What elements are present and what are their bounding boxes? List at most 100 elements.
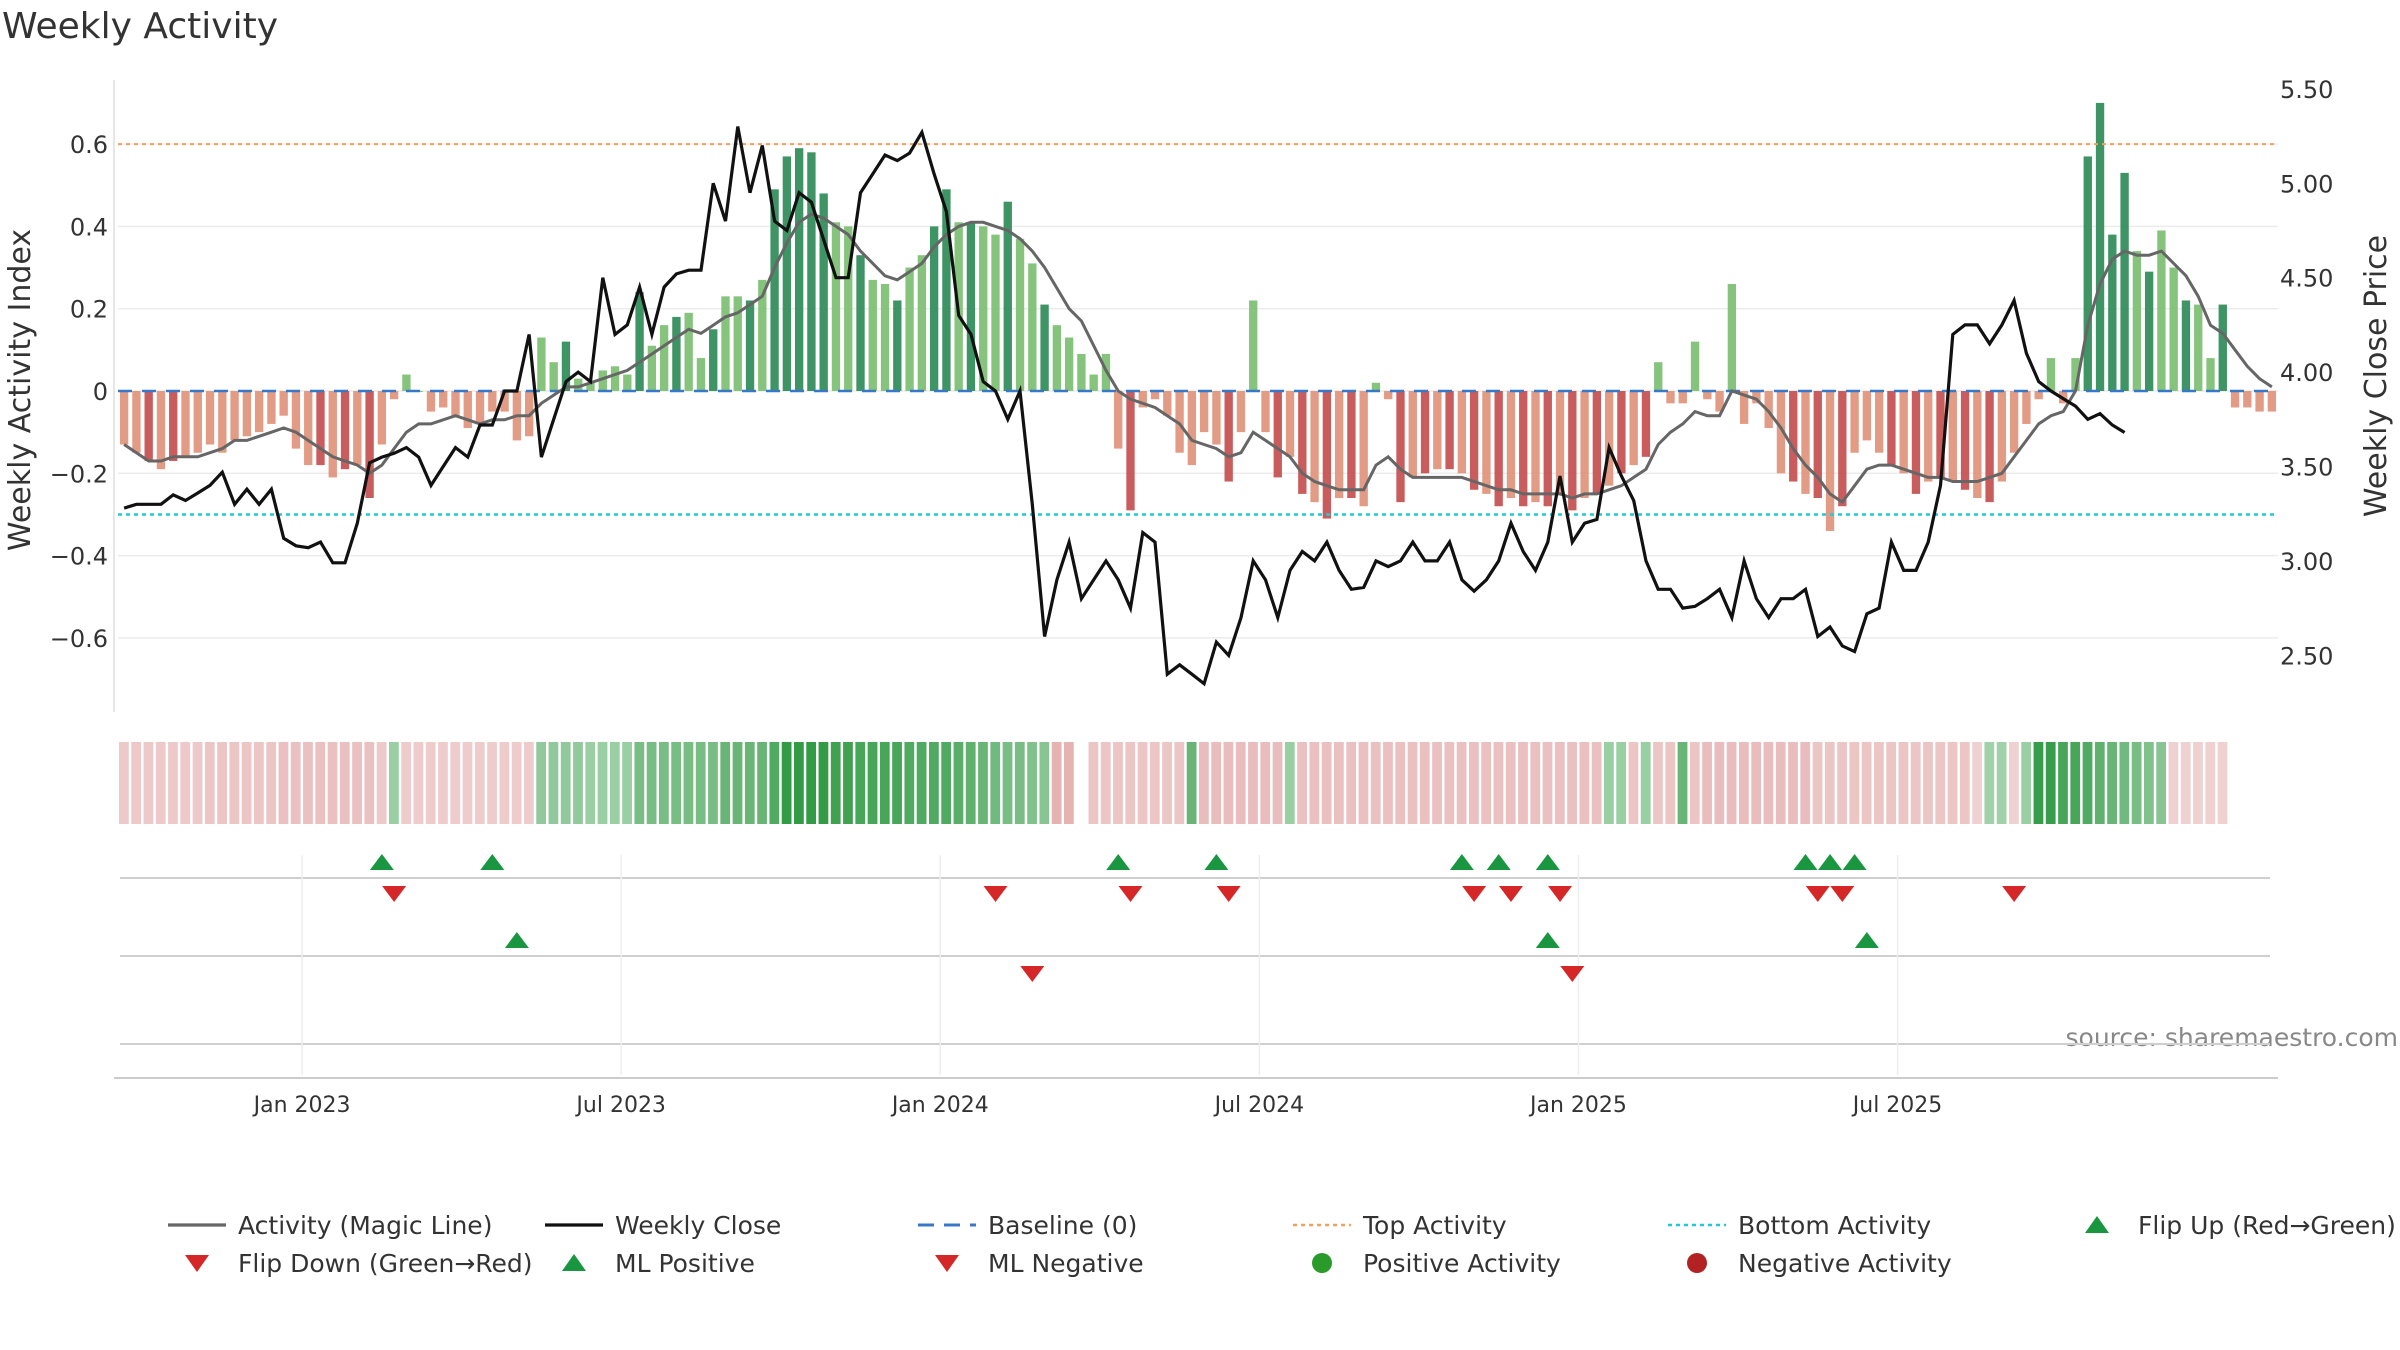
activity-bar (819, 193, 828, 391)
strip-cell (1812, 742, 1823, 824)
activity-bar (794, 148, 804, 391)
activity-bar (242, 391, 252, 437)
flip-down-marker (2002, 886, 2027, 902)
strip-cell (462, 742, 473, 824)
strip-cell (1775, 742, 1786, 824)
activity-bar (1911, 391, 1921, 494)
strip-cell (1886, 742, 1897, 824)
activity-bar (1126, 391, 1135, 511)
strip-cell (339, 742, 350, 824)
activity-bar (2194, 304, 2203, 391)
strip-cell (2058, 742, 2068, 824)
strip-cell (1211, 742, 1222, 824)
flip-up-marker (1204, 854, 1229, 870)
activity-bar (2255, 391, 2264, 412)
strip-cell (204, 742, 215, 824)
y-axis-label: Weekly Activity Index (3, 229, 38, 551)
strip-cell (659, 742, 669, 824)
strip-cell (1628, 742, 1639, 824)
flip-down-marker (1805, 886, 1830, 902)
strip-cell (2156, 742, 2167, 824)
strip-cell (1002, 742, 1013, 824)
activity-color-strip (119, 742, 2228, 824)
activity-bar (1985, 391, 1994, 503)
activity-bar (684, 312, 693, 391)
strip-cell (376, 742, 387, 824)
strip-cell (1874, 742, 1884, 824)
axes: 0.6 0.4 0.2 0 −0.2 −0.4 −0.6 5.50 5.00 4.50 4.00 3.… (50, 76, 2333, 712)
strip-cell (2217, 742, 2228, 824)
strip-cell (217, 742, 227, 824)
activity-bar (917, 255, 927, 391)
strip-cell (2021, 742, 2032, 824)
strip-cell (2131, 742, 2142, 824)
legend-label: Flip Down (Green→Red) (238, 1249, 533, 1278)
activity-bar (1862, 391, 1872, 441)
activity-bar (1199, 391, 1209, 433)
strip-cell (1751, 742, 1762, 824)
strip-cell (855, 742, 866, 824)
activity-bar (709, 329, 718, 391)
strip-cell (609, 742, 620, 824)
strip-cell (1444, 742, 1455, 824)
strip-cell (1149, 742, 1160, 824)
activity-bar (1789, 391, 1798, 482)
strip-cell (1505, 742, 1516, 824)
activity-bar (1690, 341, 1700, 391)
strip-cell (352, 742, 362, 824)
activity-bar (598, 370, 607, 391)
legend-swatch (562, 1254, 586, 1271)
flip-up-marker (1486, 854, 1511, 870)
strip-cell (879, 742, 890, 824)
strip-cell (732, 742, 743, 824)
strip-cell (1051, 742, 1062, 824)
strip-cell (2180, 742, 2191, 824)
strip-cell (622, 742, 632, 824)
strip-cell (1935, 742, 1946, 824)
strip-cell (1677, 742, 1688, 824)
strip-cell (1739, 742, 1749, 824)
activity-bar (1212, 391, 1221, 445)
strip-cell (1088, 742, 1099, 824)
strip-cell (1113, 742, 1123, 824)
activity-bars (119, 102, 2277, 531)
activity-bar (1506, 391, 1516, 498)
activity-bar (2071, 358, 2080, 391)
activity-bar (1887, 391, 1896, 466)
strip-cell (2144, 742, 2154, 824)
strip-cell (1407, 742, 1418, 824)
strip-cell (1199, 742, 1209, 824)
strip-cell (1309, 742, 1320, 824)
flip-down-marker (1118, 886, 1143, 902)
activity-bar (1310, 391, 1319, 503)
activity-bar (1347, 391, 1356, 498)
y2-tick-label: 5.50 (2280, 76, 2333, 104)
activity-bar (635, 292, 644, 391)
strip-cell (990, 742, 1001, 824)
activity-bar (1371, 382, 1381, 391)
series-lines (123, 126, 2273, 687)
strip-cell (131, 742, 142, 824)
activity-bar (745, 300, 755, 391)
y-tick-label: 0.2 (70, 296, 108, 324)
strip-cell (1162, 742, 1172, 824)
event-markers (114, 854, 2278, 1079)
activity-bar (844, 226, 853, 391)
strip-cell (634, 742, 645, 824)
activity-bar (659, 325, 669, 391)
activity-bar (672, 316, 681, 391)
strip-cell (1064, 742, 1074, 824)
strip-cell (1358, 742, 1369, 824)
strip-cell (474, 742, 485, 824)
activity-bar (586, 382, 595, 391)
activity-bar (2157, 230, 2166, 391)
strip-cell (1518, 742, 1528, 824)
activity-bar (119, 391, 129, 445)
activity-bar (1703, 391, 1712, 400)
activity-bar (1997, 391, 2007, 482)
activity-bar (647, 345, 657, 391)
activity-bar (1739, 391, 1749, 424)
strip-cell (1248, 742, 1258, 824)
activity-bar (1003, 201, 1012, 391)
legend-label: ML Negative (988, 1249, 1144, 1278)
